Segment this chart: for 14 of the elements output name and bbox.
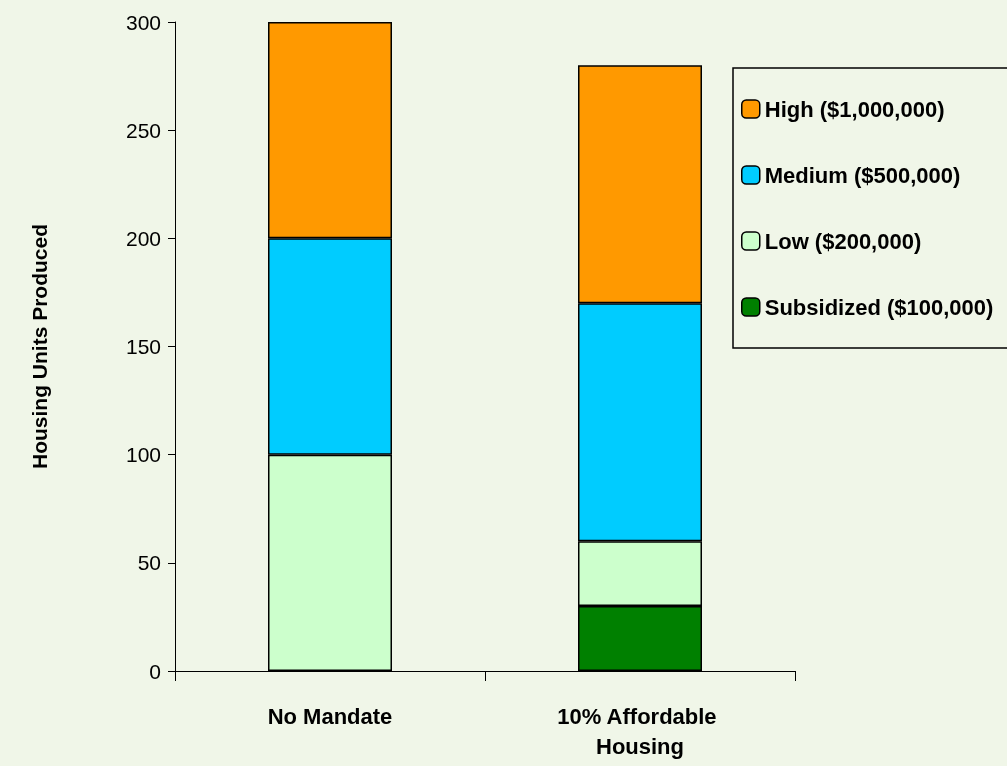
x-tick-label: No Mandate [267, 703, 393, 729]
legend-label: Medium ($500,000) [764, 162, 961, 188]
x-tick-label: 10% Affordable Housing [557, 703, 723, 759]
legend-label: Low ($200,000) [764, 228, 922, 254]
y-tick-label: 0 [149, 659, 161, 683]
y-tick-label: 100 [125, 443, 161, 467]
legend-label: High ($1,000,000) [764, 96, 945, 122]
y-tick-label: 50 [137, 551, 161, 575]
y-tick-label: 300 [125, 10, 161, 34]
y-tick-label: 200 [125, 226, 161, 250]
y-tick-label: 150 [125, 335, 161, 358]
legend-label: Subsidized ($100,000) [764, 294, 994, 320]
y-axis-title: Housing Units Produced [28, 223, 51, 470]
y-tick-label: 250 [125, 118, 161, 142]
